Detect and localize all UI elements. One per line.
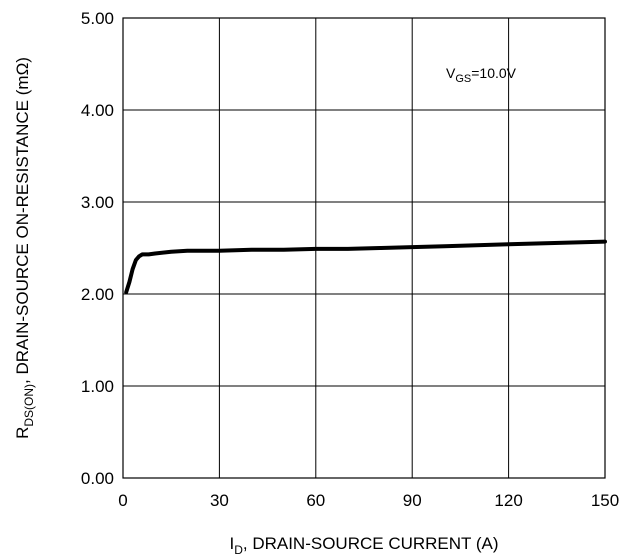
y-tick-label: 0.00: [81, 469, 114, 488]
x-tick-label: 90: [403, 491, 422, 510]
y-tick-label: 3.00: [81, 193, 114, 212]
y-tick-label: 5.00: [81, 9, 114, 28]
x-tick-label: 120: [494, 491, 522, 510]
y-tick-labels: 0.00 1.00 2.00 3.00 4.00 5.00: [81, 9, 114, 488]
x-axis-title: ID, DRAIN-SOURCE CURRENT (A): [229, 534, 498, 556]
x-tick-label: 30: [210, 491, 229, 510]
y-tick-label: 2.00: [81, 285, 114, 304]
plot-frame: [122, 17, 606, 479]
x-tick-labels: 0 30 60 90 120 150: [118, 491, 619, 510]
x-tick-label: 150: [591, 491, 619, 510]
rds-on-curve: [124, 239, 607, 295]
vgs-annotation: VGS=10.0V: [446, 65, 517, 85]
y-axis-title: RDS(ON), DRAIN-SOURCE ON-RESISTANCE (mΩ): [13, 57, 36, 439]
x-tick-label: 0: [118, 491, 127, 510]
y-tick-label: 1.00: [81, 377, 114, 396]
x-tick-label: 60: [306, 491, 325, 510]
y-tick-label: 4.00: [81, 101, 114, 120]
